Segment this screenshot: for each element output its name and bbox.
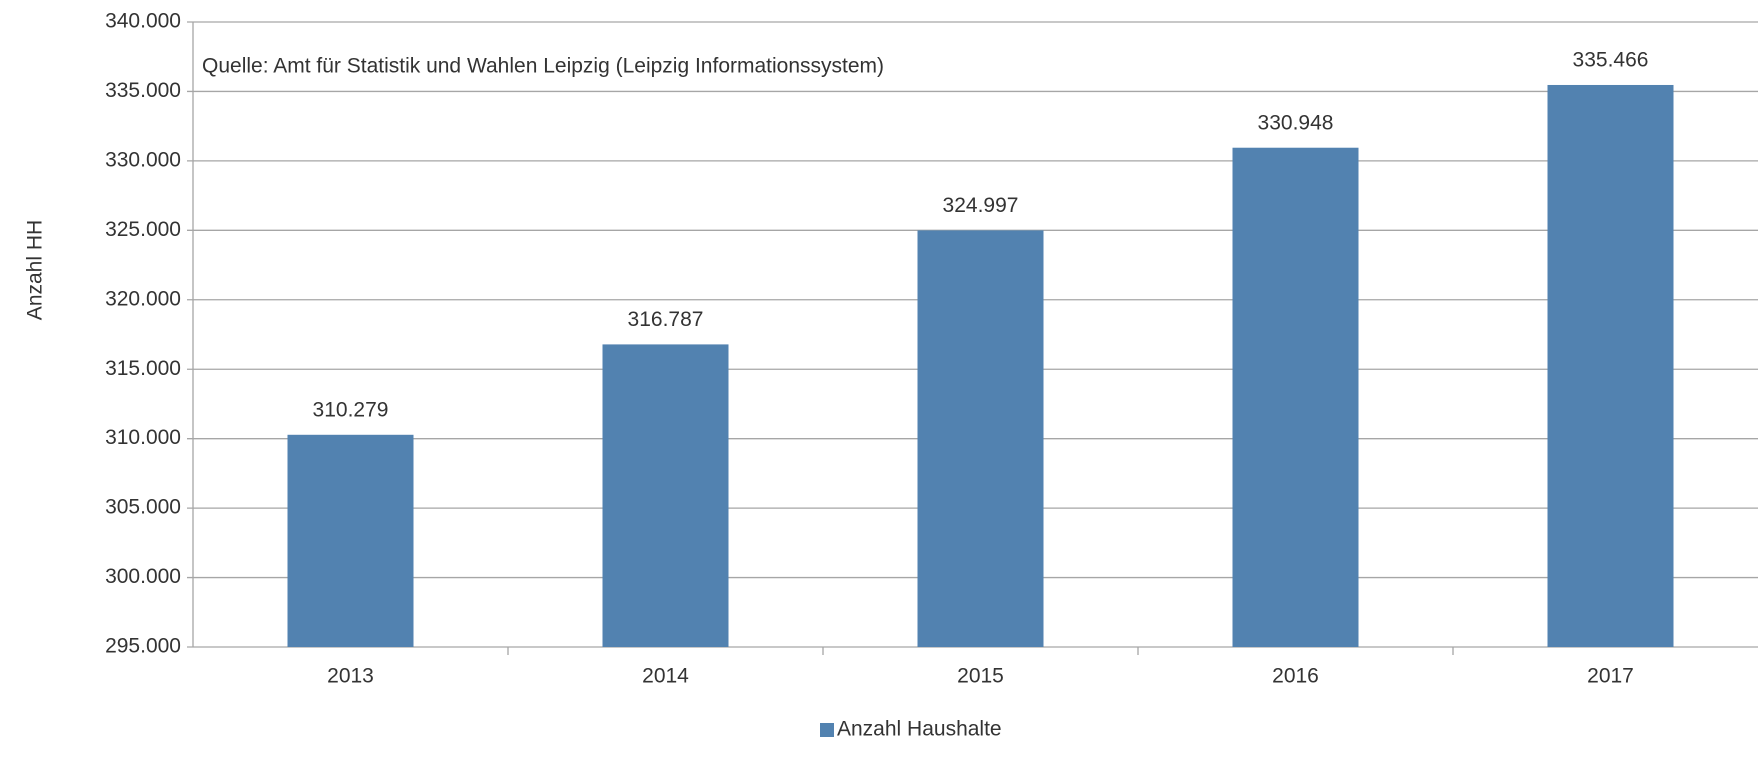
bar (917, 230, 1044, 647)
y-tick-label: 320.000 (105, 287, 181, 310)
data-label: 316.787 (628, 308, 704, 331)
source-annotation: Quelle: Amt für Statistik und Wahlen Lei… (202, 55, 884, 78)
x-tick-label: 2015 (957, 665, 1004, 688)
y-tick-label: 315.000 (105, 357, 181, 380)
y-tick-label: 330.000 (105, 148, 181, 171)
data-label: 324.997 (943, 194, 1019, 217)
y-tick-label: 305.000 (105, 496, 181, 519)
bar (602, 344, 729, 647)
x-tick-label: 2017 (1587, 665, 1634, 688)
y-tick-label: 310.000 (105, 426, 181, 449)
x-tick-label: 2013 (327, 665, 374, 688)
bar (1232, 147, 1359, 647)
x-tick-label: 2014 (642, 665, 689, 688)
legend-label: Anzahl Haushalte (837, 718, 1002, 741)
y-tick-label: 335.000 (105, 79, 181, 102)
x-tick-label: 2016 (1272, 665, 1319, 688)
y-tick-label: 295.000 (105, 635, 181, 658)
data-label: 310.279 (313, 398, 389, 421)
legend-swatch (820, 723, 834, 737)
data-label: 330.948 (1258, 111, 1334, 134)
bar (287, 434, 414, 647)
y-tick-label: 340.000 (105, 10, 181, 33)
y-axis-label: Anzahl HH (24, 220, 47, 320)
y-tick-label: 325.000 (105, 218, 181, 241)
y-tick-label: 300.000 (105, 565, 181, 588)
bar (1547, 84, 1674, 647)
data-label: 335.466 (1573, 49, 1649, 72)
